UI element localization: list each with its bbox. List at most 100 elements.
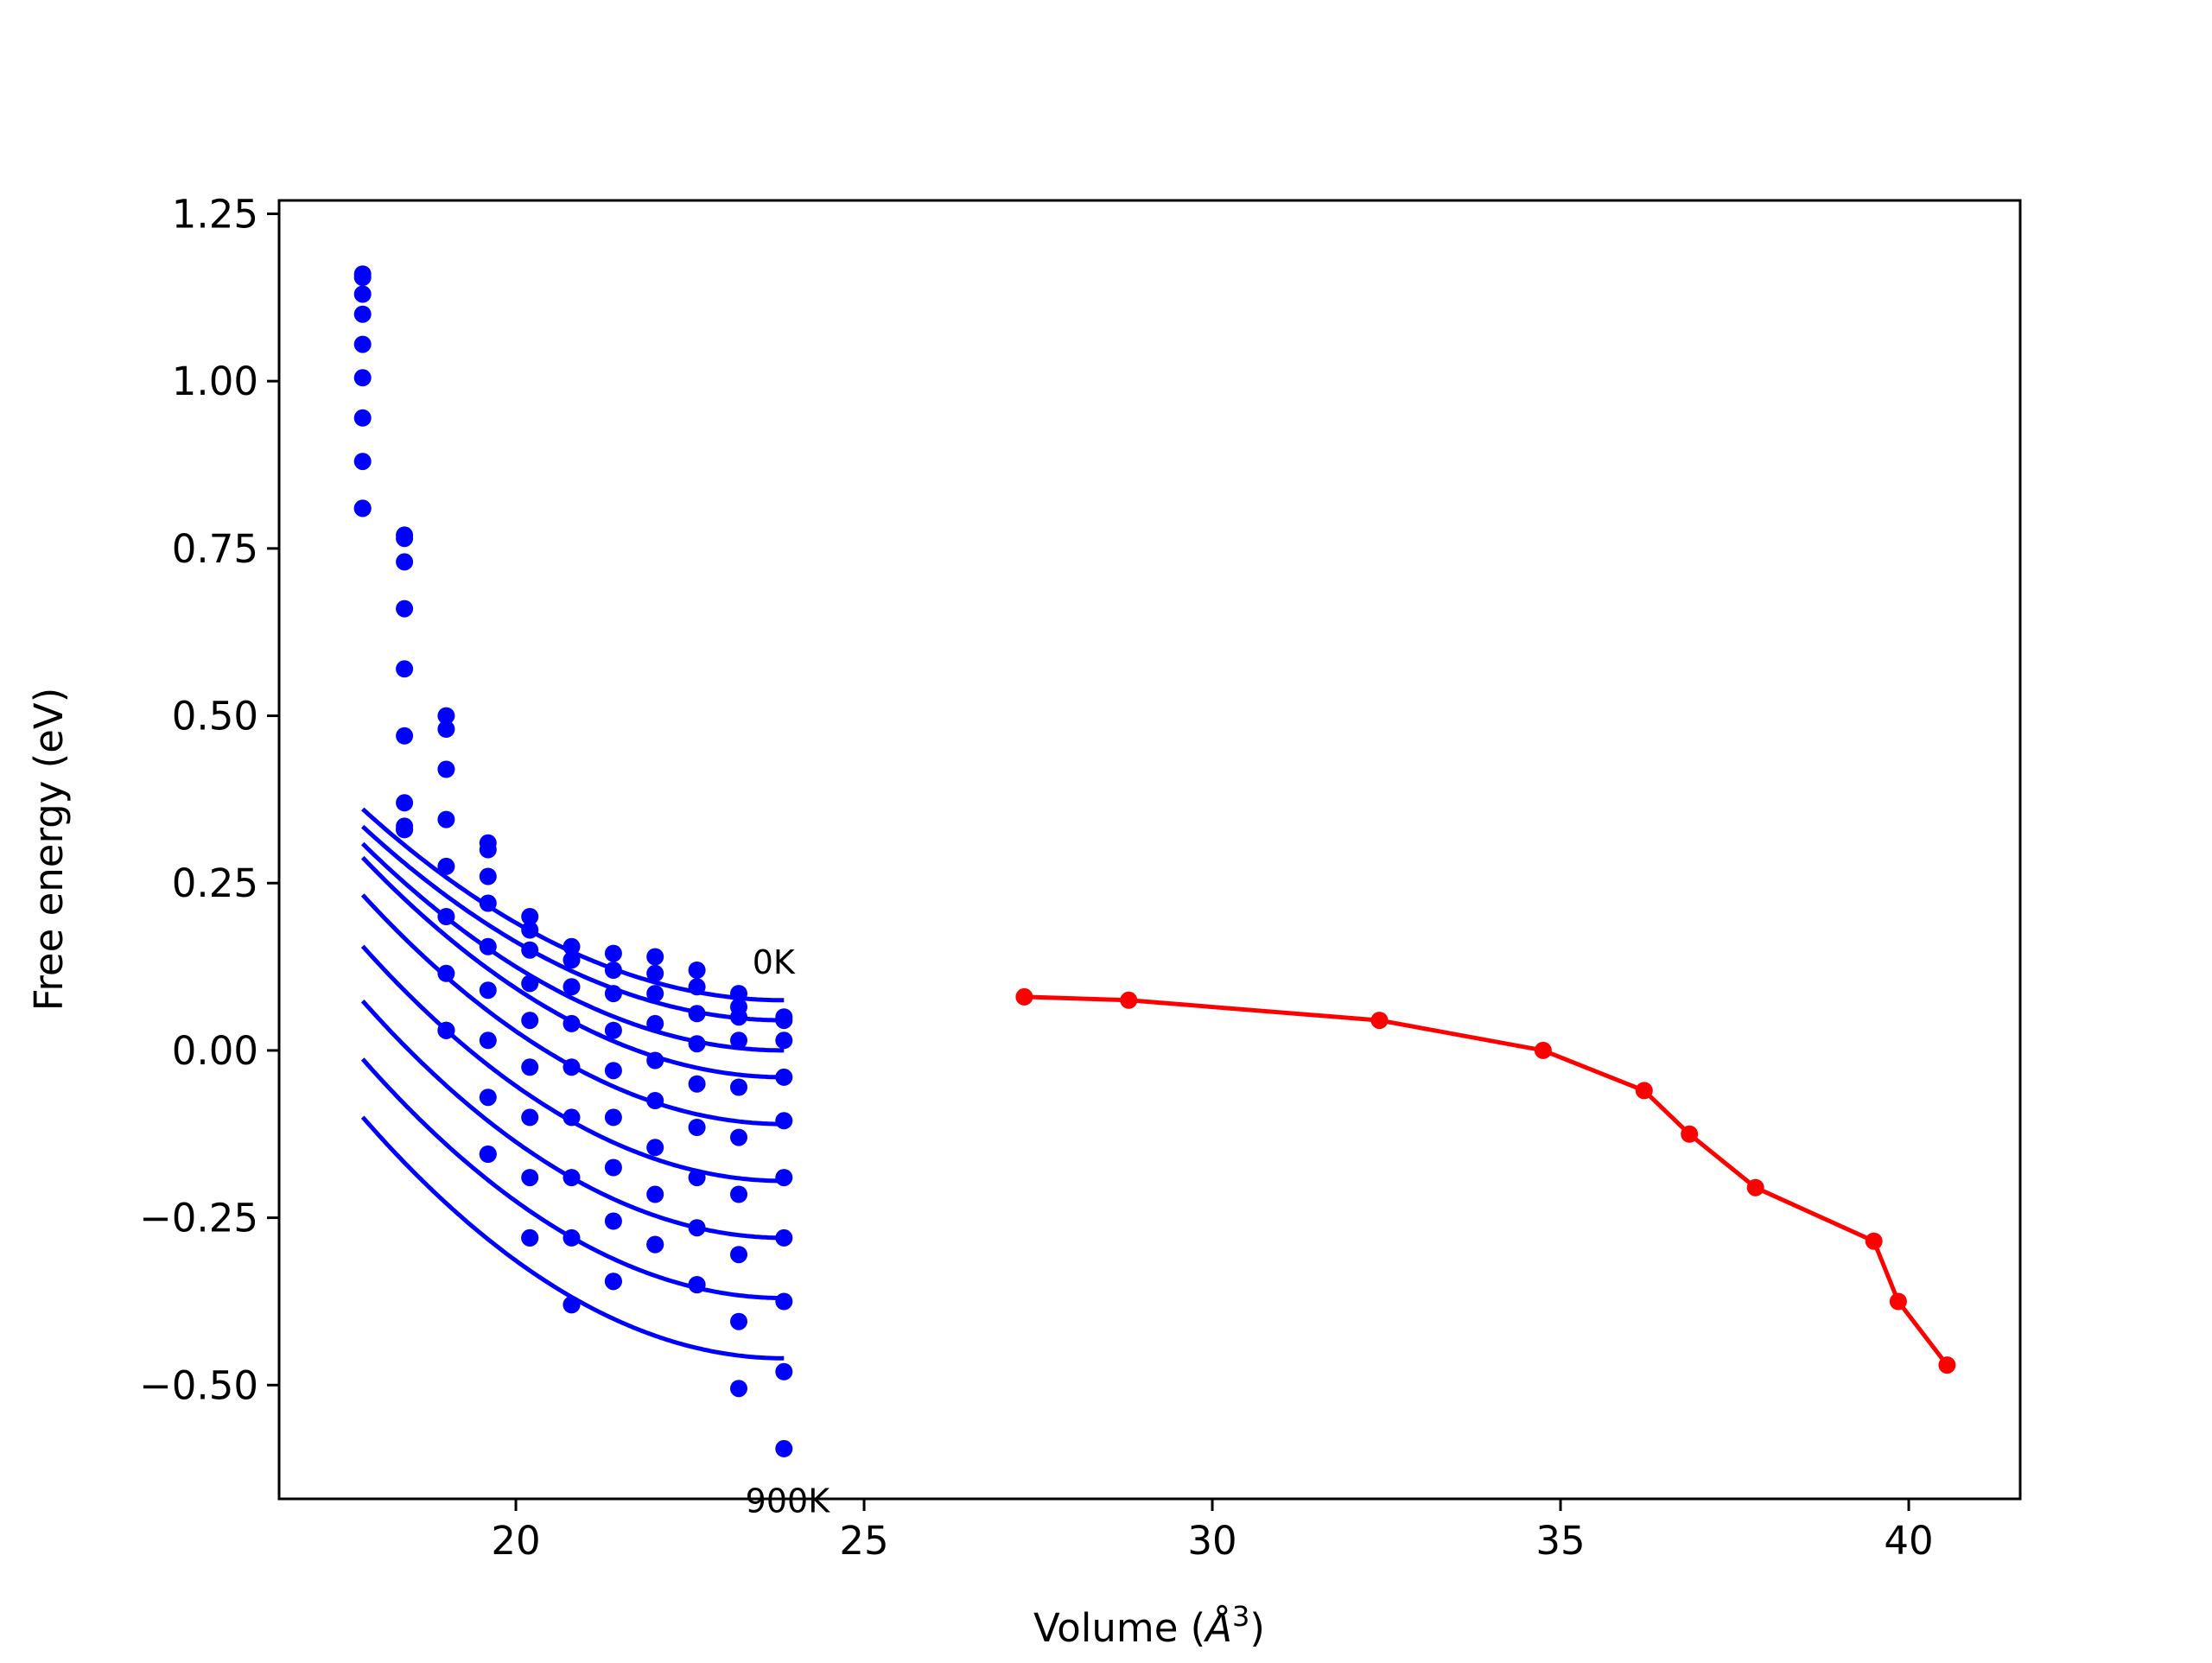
blue-point-8-10 <box>775 1362 793 1381</box>
y-tick-label-6: 1.00 <box>172 359 258 404</box>
x-tick-label-0: 20 <box>491 1518 540 1564</box>
blue-point-2-5 <box>563 978 581 996</box>
red-point-7 <box>1865 1232 1883 1250</box>
blue-point-0-7 <box>646 948 664 966</box>
axes-frame <box>277 199 2022 1501</box>
blue-point-4-1 <box>396 660 414 678</box>
blue-point-3-9 <box>730 1031 747 1050</box>
blue-point-6-4 <box>521 1108 539 1127</box>
x-tick-label-4: 40 <box>1884 1518 1933 1564</box>
x-axis-label-close: ) <box>1249 1605 1265 1651</box>
blue-point-0-6 <box>604 944 622 962</box>
axis-ticks: 20 25 30 35 40 −0.50 −0.25 0.00 0.25 0.50 0.75 1.00… <box>139 191 1934 1564</box>
blue-point-6-10 <box>775 1228 793 1247</box>
red-point-6 <box>1746 1178 1764 1196</box>
y-tick-label-0: −0.50 <box>139 1362 258 1408</box>
blue-point-3-7 <box>646 1014 664 1032</box>
blue-point-7-8 <box>688 1219 706 1237</box>
blue-point-5-5 <box>563 1108 581 1127</box>
blue-point-9-10 <box>775 1439 793 1457</box>
blue-point-4-2 <box>437 857 455 875</box>
blue-point-6-8 <box>688 1169 706 1187</box>
x-tick-label-1: 25 <box>839 1518 888 1564</box>
blue-point-1-5 <box>563 951 581 969</box>
blue-point-3-3 <box>479 894 497 912</box>
blue-point-1-3 <box>479 841 497 859</box>
blue-point-7-7 <box>646 1185 664 1203</box>
blue-point-1-1 <box>396 530 414 548</box>
y-tick-label-7: 1.25 <box>172 191 258 237</box>
blue-point-1-6 <box>604 962 622 979</box>
x-axis-label-exponent: 3 <box>1232 1600 1249 1633</box>
y-tick-label-3: 0.25 <box>172 860 258 906</box>
blue-point-5-4 <box>521 1058 539 1076</box>
red-point-3 <box>1534 1041 1552 1059</box>
x-axis-label: Volume (Å3) <box>1033 1600 1265 1651</box>
x-tick-label-3: 35 <box>1535 1518 1585 1564</box>
red-point-2 <box>1370 1012 1389 1030</box>
blue-point-5-9 <box>730 1128 747 1146</box>
annotation-0: 0K <box>753 943 796 981</box>
blue-point-6-7 <box>646 1139 664 1157</box>
blue-point-9-3 <box>479 1146 497 1163</box>
blue-point-5-6 <box>604 1108 622 1127</box>
blue-point-3-5 <box>563 1014 581 1032</box>
blue-point-5-2 <box>437 908 455 925</box>
blue-point-0-8 <box>688 962 706 979</box>
blue-point-2-10 <box>775 1031 793 1050</box>
red-point-1 <box>1120 991 1138 1009</box>
blue-point-3-6 <box>604 1021 622 1039</box>
y-tick-label-4: 0.50 <box>172 694 258 739</box>
fit-curve-2 <box>360 841 785 1053</box>
blue-point-7-5 <box>563 1228 581 1247</box>
blue-point-9-4 <box>521 1228 539 1247</box>
blue-point-3-8 <box>688 1035 706 1053</box>
blue-point-4-0 <box>353 335 372 353</box>
blue-point-1-7 <box>646 964 664 982</box>
blue-point-4-8 <box>688 1075 706 1093</box>
blue-point-5-8 <box>688 1119 706 1136</box>
blue-point-2-8 <box>688 1005 706 1023</box>
blue-point-2-1 <box>396 553 414 571</box>
blue-point-2-7 <box>646 985 664 1003</box>
blue-point-3-1 <box>396 600 414 618</box>
blue-point-3-4 <box>521 974 539 993</box>
y-axis-label: Free energy (eV) <box>26 688 72 1011</box>
red-point-0 <box>1015 987 1033 1006</box>
x-tick-label-2: 30 <box>1187 1518 1236 1564</box>
blue-point-2-6 <box>604 985 622 1003</box>
blue-point-5-1 <box>396 727 414 745</box>
blue-point-9-9 <box>730 1380 747 1398</box>
blue-point-2-0 <box>353 285 372 303</box>
y-tick-label-2: 0.00 <box>172 1028 258 1074</box>
red-series-line <box>1024 994 1949 1367</box>
blue-point-3-0 <box>353 305 372 323</box>
blue-point-2-4 <box>521 941 539 959</box>
blue-point-2-3 <box>479 867 497 885</box>
blue-point-4-7 <box>646 1051 664 1070</box>
blue-point-6-1 <box>396 794 414 812</box>
blue-point-4-6 <box>604 1062 622 1080</box>
blue-point-9-1 <box>396 821 414 839</box>
blue-point-4-4 <box>521 1012 539 1030</box>
blue-point-3-10 <box>775 1068 793 1086</box>
red-point-9 <box>1938 1356 1956 1374</box>
blue-point-0-9 <box>730 985 747 1003</box>
blue-point-4-9 <box>730 1078 747 1096</box>
y-tick-label-1: −0.25 <box>139 1196 258 1241</box>
blue-point-0-5 <box>563 937 581 955</box>
blue-point-6-9 <box>730 1185 747 1203</box>
blue-point-3-2 <box>437 810 455 828</box>
blue-point-1-4 <box>521 921 539 939</box>
blue-point-7-9 <box>730 1246 747 1264</box>
plot-area: 0K 900K <box>353 265 1956 1520</box>
blue-point-9-6 <box>604 1273 622 1291</box>
blue-point-4-10 <box>775 1112 793 1130</box>
blue-point-1-2 <box>437 720 455 738</box>
blue-point-2-2 <box>437 760 455 778</box>
blue-point-9-7 <box>646 1235 664 1254</box>
blue-point-4-3 <box>479 937 497 955</box>
y-tick-label-5: 0.75 <box>172 526 258 572</box>
blue-point-6-6 <box>604 1158 622 1177</box>
